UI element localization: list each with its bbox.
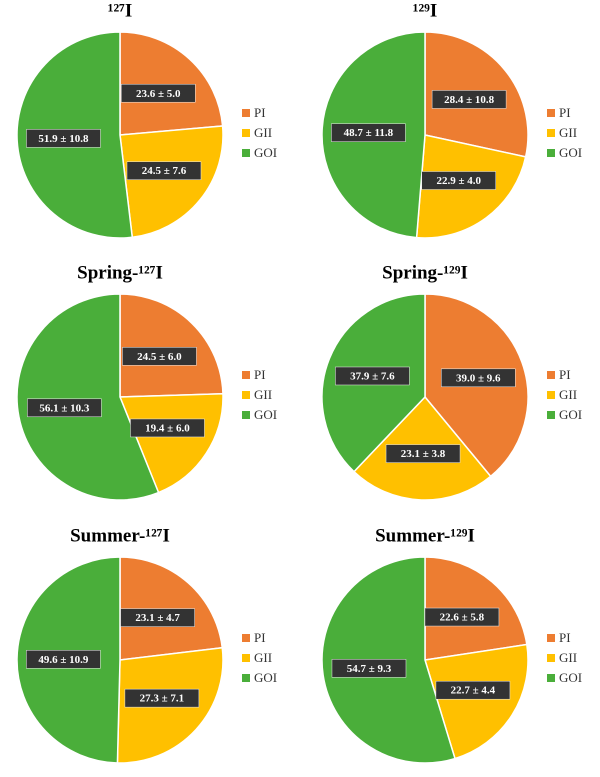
data-label: 54.7 ± 9.3: [347, 663, 392, 675]
legend-label: PI: [559, 105, 571, 120]
legend-label: GOI: [559, 407, 582, 422]
legend-label: GII: [254, 125, 272, 140]
legend-label: GII: [559, 387, 577, 402]
data-label: 22.6 ± 5.8: [440, 612, 485, 624]
legend-label: GOI: [254, 145, 277, 160]
label-box: [385, 444, 461, 463]
legend-label: GOI: [559, 145, 582, 160]
legend-label: GOI: [254, 670, 277, 685]
label-box: [27, 398, 102, 418]
pie-slice: [424, 643, 529, 760]
data-label: 22.9 ± 4.0: [436, 175, 481, 187]
pie-slice: [119, 31, 224, 136]
pie-slice: [16, 293, 160, 501]
legend-swatch: [547, 654, 555, 662]
legend-swatch: [242, 149, 250, 157]
pie-chart: ¹²⁹I 28.4 ± 10.8 22.9 ± 4.0 48.7 ± 11.8 PI GI…: [321, 0, 582, 239]
pie-slice: [119, 293, 224, 398]
label-box: [335, 366, 410, 386]
pie-slice: [118, 392, 224, 494]
legend-swatch: [242, 634, 250, 642]
legend-swatch: [242, 129, 250, 137]
pie-chart: Summer-¹²⁷I 23.1 ± 4.7 27.3 ± 7.1 49.6 ± 10…: [16, 525, 277, 764]
data-label: 49.6 ± 10.9: [38, 654, 89, 666]
data-label: 27.3 ± 7.1: [140, 693, 185, 705]
label-box: [441, 368, 516, 388]
data-label: 19.4 ± 6.0: [145, 422, 190, 434]
label-box: [122, 347, 197, 366]
legend-swatch: [242, 654, 250, 662]
data-label: 28.4 ± 10.8: [444, 94, 495, 106]
pie-chart: Spring-¹²⁹I 39.0 ± 9.6 23.1 ± 3.8 37.9 ± 7.…: [321, 262, 582, 501]
legend-swatch: [242, 391, 250, 399]
chart-title: Spring-¹²⁹I: [382, 262, 468, 283]
label-box: [130, 418, 205, 438]
label-box: [331, 123, 406, 142]
legend-swatch: [547, 129, 555, 137]
label-box: [431, 90, 507, 109]
legend-swatch: [242, 674, 250, 682]
legend-swatch: [242, 109, 250, 117]
legend-label: GOI: [254, 407, 277, 422]
legend-label: PI: [254, 367, 266, 382]
pie-chart: Summer-¹²⁹I 22.6 ± 5.8 22.7 ± 4.4 54.7 ± 9.…: [321, 525, 582, 764]
legend-label: PI: [254, 630, 266, 645]
legend-swatch: [547, 411, 555, 419]
data-label: 24.5 ± 7.6: [142, 165, 187, 177]
pie-slice: [119, 125, 224, 239]
label-box: [435, 680, 511, 700]
chart-title: Spring-¹²⁷I: [77, 262, 163, 283]
legend-swatch: [547, 391, 555, 399]
legend-label: PI: [254, 105, 266, 120]
legend-swatch: [547, 109, 555, 117]
data-label: 48.7 ± 11.8: [344, 127, 394, 139]
chart-title: ¹²⁹I: [413, 0, 437, 21]
legend-label: GII: [254, 650, 272, 665]
label-box: [424, 607, 500, 627]
data-label: 22.7 ± 4.4: [451, 685, 496, 697]
data-label: 23.1 ± 3.8: [401, 448, 446, 460]
label-box: [124, 688, 200, 708]
legend-label: GII: [254, 387, 272, 402]
legend-label: PI: [559, 630, 571, 645]
legend-swatch: [547, 674, 555, 682]
label-box: [421, 171, 496, 190]
label-box: [331, 659, 407, 678]
data-label: 51.9 ± 10.8: [38, 133, 89, 145]
pie-chart: Spring-¹²⁷I 24.5 ± 6.0 19.4 ± 6.0 56.1 ± 10…: [16, 262, 277, 501]
chart-title: Summer-¹²⁷I: [70, 525, 170, 546]
legend-label: GII: [559, 650, 577, 665]
label-box: [126, 161, 202, 180]
chart-title: Summer-¹²⁹I: [375, 525, 475, 546]
legend-swatch: [242, 371, 250, 379]
legend-label: GII: [559, 125, 577, 140]
label-box: [26, 129, 101, 148]
pie-chart: ¹²⁷I 23.6 ± 5.0 24.5 ± 7.6 51.9 ± 10.8 PI GII…: [16, 0, 277, 239]
data-label: 56.1 ± 10.3: [39, 402, 90, 414]
data-label: 23.1 ± 4.7: [135, 612, 180, 624]
legend-label: PI: [559, 367, 571, 382]
label-box: [121, 83, 196, 103]
legend-swatch: [242, 411, 250, 419]
data-label: 37.9 ± 7.6: [350, 371, 395, 383]
legend-label: GOI: [559, 670, 582, 685]
chart-title: ¹²⁷I: [108, 0, 132, 21]
data-label: 39.0 ± 9.6: [456, 372, 501, 384]
legend-swatch: [547, 149, 555, 157]
legend-swatch: [547, 634, 555, 642]
legend-swatch: [547, 371, 555, 379]
data-label: 23.6 ± 5.0: [136, 88, 181, 100]
data-label: 24.5 ± 6.0: [137, 351, 182, 363]
label-box: [120, 608, 195, 627]
label-box: [26, 650, 101, 669]
